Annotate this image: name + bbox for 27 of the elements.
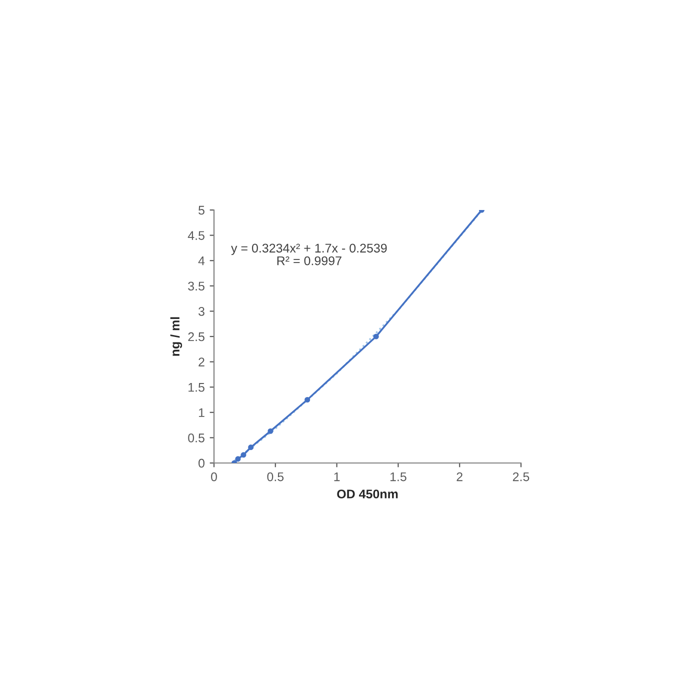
y-axis-title: ng / ml: [170, 317, 182, 356]
annotation: R² = 0.9997: [277, 256, 342, 266]
y-tick-label: 5: [198, 206, 204, 215]
y-tick-label: 2.5: [188, 332, 204, 342]
y-tick-label: 1: [198, 408, 204, 417]
x-tick-label: 2.5: [512, 472, 530, 482]
point: [240, 452, 246, 458]
y-tick-label: 1.5: [188, 383, 204, 392]
annotation: y = 0.3234x² + 1.7x - 0.2539: [231, 244, 387, 256]
x-tick-label: 1: [334, 472, 340, 482]
y-tick-label: 3.5: [188, 282, 204, 291]
point: [373, 334, 379, 340]
x-axis-title: OD 450nm: [337, 490, 398, 498]
y-tick-label: 0.5: [188, 434, 204, 442]
x-tick-label: 0.5: [267, 472, 284, 482]
point: [235, 456, 241, 462]
point: [268, 428, 274, 434]
y-tick-label: 3: [198, 307, 204, 316]
x-tick-label: 2: [456, 472, 462, 482]
y-tick-label: 0: [198, 458, 204, 468]
y-tick-label: 4.5: [188, 231, 204, 240]
point: [248, 444, 254, 450]
x-tick-label: 0: [211, 472, 217, 482]
point: [304, 396, 310, 403]
x-tick-label: 1.5: [390, 472, 406, 482]
y-tick-label: 4: [198, 256, 205, 266]
y-tick-label: 2: [198, 358, 204, 366]
